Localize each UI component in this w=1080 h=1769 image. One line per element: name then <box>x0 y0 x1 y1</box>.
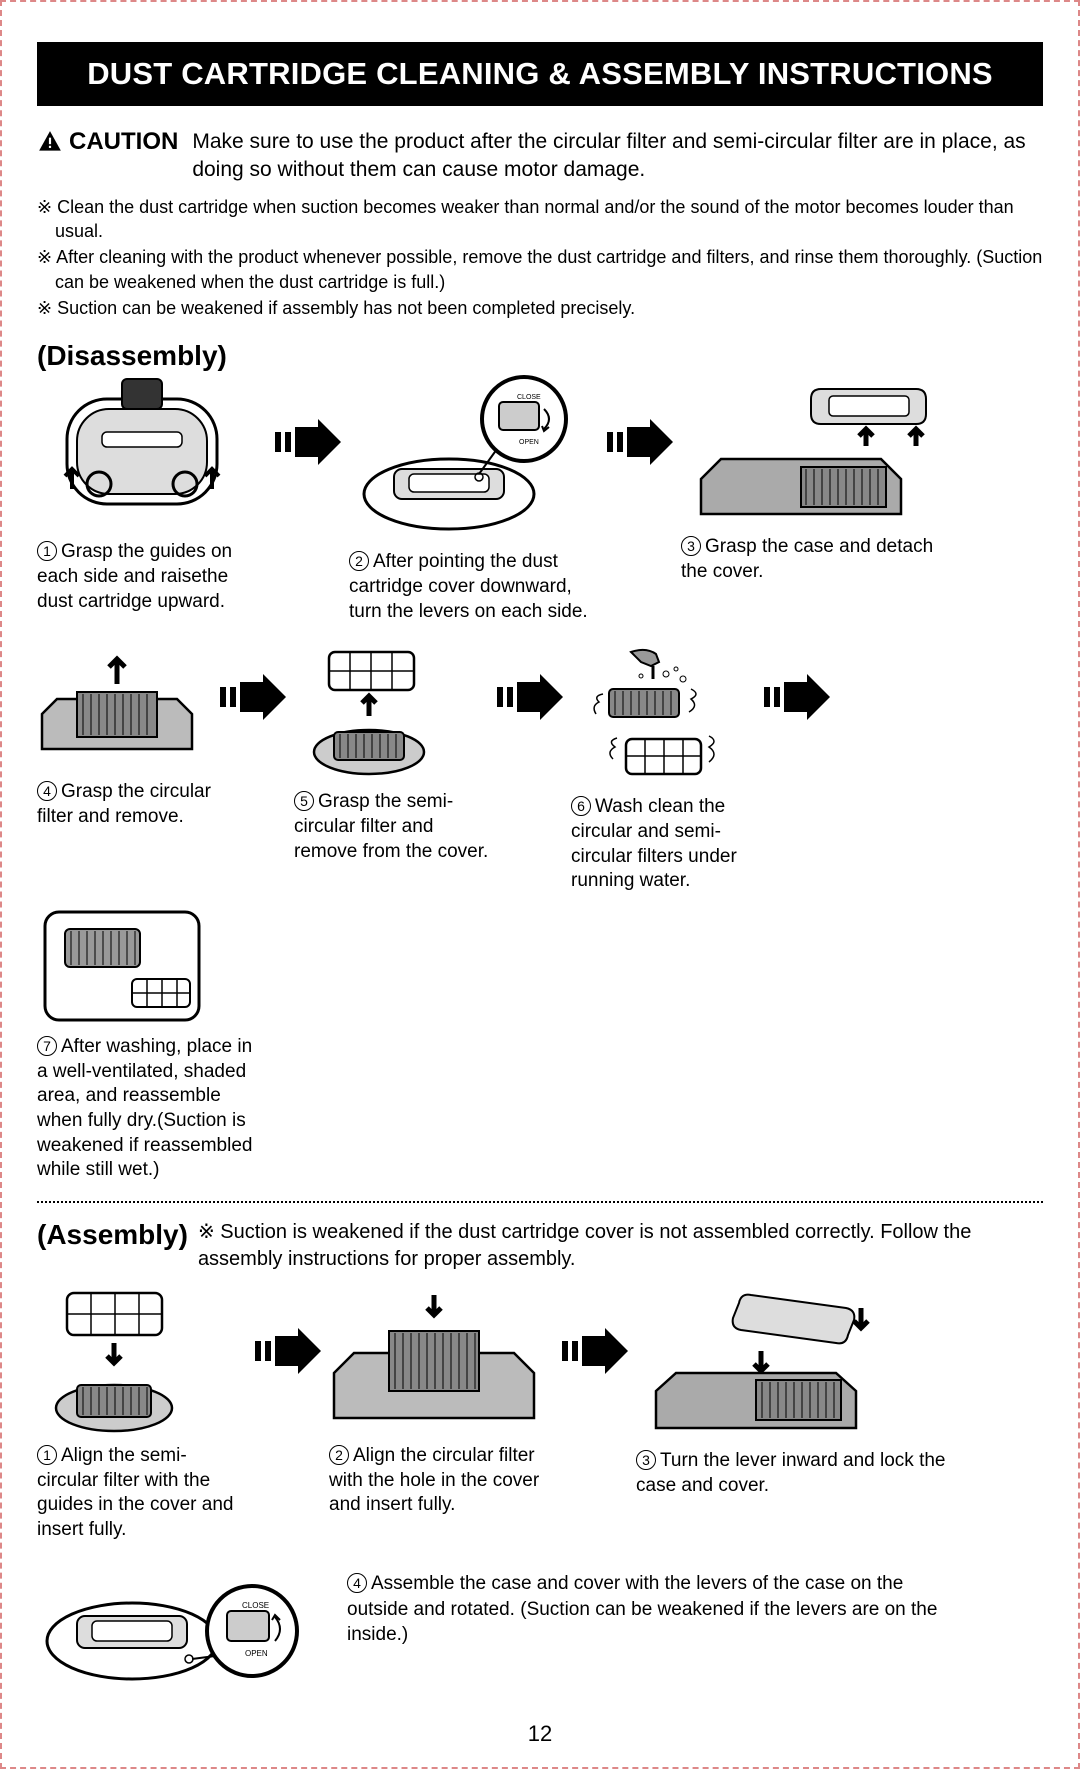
disassembly-row-1: 1Grasp the guides on each side and raise… <box>37 374 1043 624</box>
note-2: ※ After cleaning with the product whenev… <box>37 245 1043 294</box>
step-number: 5 <box>294 791 314 811</box>
illustration-step-3 <box>681 374 941 529</box>
step-number: 4 <box>37 781 57 801</box>
caption-asm-1: 1Align the semi-circular filter with the… <box>37 1444 247 1543</box>
disassembly-heading: (Disassembly) <box>37 340 227 372</box>
arrow-5 <box>762 644 832 754</box>
arrow-icon <box>560 1326 630 1381</box>
disassembly-step-4: 4Grasp the circular filter and remove. <box>37 644 212 829</box>
caption-step-4: 4Grasp the circular filter and remove. <box>37 780 212 829</box>
step-number: 2 <box>349 551 369 571</box>
arrow-asm-2 <box>560 1283 630 1423</box>
caption-text: Grasp the circular filter and remove. <box>37 781 211 827</box>
assembly-step-1: 1Align the semi-circular filter with the… <box>37 1283 247 1543</box>
disassembly-step-1: 1Grasp the guides on each side and raise… <box>37 374 267 614</box>
caution-label: CAUTION <box>37 128 178 156</box>
illustration-step-7 <box>37 904 207 1029</box>
caption-text: Wash clean the circular and semi-circula… <box>571 796 737 891</box>
close-label-2: CLOSE <box>242 1601 269 1610</box>
page-number: 12 <box>37 1721 1043 1747</box>
arrow-2 <box>605 374 675 514</box>
caption-text: Align the semi-circular filter with the … <box>37 1445 233 1540</box>
illustration-asm-4: CLOSE OPEN <box>37 1561 327 1701</box>
arrow-icon <box>762 672 832 727</box>
arrow-4 <box>495 644 565 754</box>
notes-block: ※ Clean the dust cartridge when suction … <box>37 195 1043 320</box>
illustration-asm-3 <box>636 1283 896 1443</box>
arrow-icon <box>495 672 565 727</box>
caution-row: CAUTION Make sure to use the product aft… <box>37 128 1043 185</box>
caption-text: After washing, place in a well-ventilate… <box>37 1036 252 1180</box>
arrow-3 <box>218 644 288 754</box>
open-label-2: OPEN <box>245 1649 268 1658</box>
step-number: 4 <box>347 1573 367 1593</box>
arrow-icon <box>218 672 288 727</box>
step-number: 3 <box>681 536 701 556</box>
assembly-heading: (Assembly) <box>37 1219 188 1251</box>
arrow-icon <box>273 417 343 472</box>
caption-step-3: 3Grasp the case and detach the cover. <box>681 535 961 584</box>
caption-text: After pointing the dust cartridge cover … <box>349 551 588 621</box>
page-frame: DUST CARTRIDGE CLEANING & ASSEMBLY INSTR… <box>0 0 1080 1769</box>
illustration-asm-2 <box>329 1283 539 1438</box>
note-3: ※ Suction can be weakened if assembly ha… <box>37 296 1043 320</box>
assembly-head-row: (Assembly) ※ Suction is weakened if the … <box>37 1213 1043 1273</box>
step-number: 2 <box>329 1445 349 1465</box>
step-number: 6 <box>571 796 591 816</box>
page-title: DUST CARTRIDGE CLEANING & ASSEMBLY INSTR… <box>37 42 1043 106</box>
arrow-icon <box>605 417 675 472</box>
caution-label-text: CAUTION <box>69 128 178 156</box>
disassembly-step-2: CLOSE OPEN 2After pointing the dust cart… <box>349 374 599 624</box>
disassembly-step-5: 5Grasp the semi-circular filter and remo… <box>294 644 489 864</box>
arrow-asm-1 <box>253 1283 323 1423</box>
caption-text: Grasp the case and detach the cover. <box>681 536 933 582</box>
caption-text: Grasp the guides on each side and raiset… <box>37 541 232 611</box>
step-number: 1 <box>37 1445 57 1465</box>
caption-step-6: 6Wash clean the circular and semi-circul… <box>571 795 756 894</box>
step-number: 7 <box>37 1036 57 1056</box>
caption-text: Turn the lever inward and lock the case … <box>636 1450 946 1496</box>
assembly-step-2: 2Align the circular filter with the hole… <box>329 1283 554 1518</box>
disassembly-step-3: 3Grasp the case and detach the cover. <box>681 374 961 584</box>
assembly-row-1: 1Align the semi-circular filter with the… <box>37 1283 1043 1543</box>
arrow-1 <box>273 374 343 514</box>
illustration-step-2: CLOSE OPEN <box>349 374 599 544</box>
disassembly-step-7: 7After washing, place in a well-ventilat… <box>37 904 257 1183</box>
disassembly-step-6: 6Wash clean the circular and semi-circul… <box>571 644 756 894</box>
caption-asm-2: 2Align the circular filter with the hole… <box>329 1444 554 1518</box>
step-number: 3 <box>636 1450 656 1470</box>
illustration-step-1 <box>37 374 247 534</box>
caption-asm-4: 4Assemble the case and cover with the le… <box>347 1561 967 1648</box>
open-label: OPEN <box>519 439 539 446</box>
caption-text: Grasp the semi-circular filter and remov… <box>294 791 488 861</box>
illustration-step-5 <box>294 644 444 784</box>
assembly-row-2: CLOSE OPEN 4Assemble the case and cover … <box>37 1561 1043 1701</box>
caption-step-7: 7After washing, place in a well-ventilat… <box>37 1035 257 1183</box>
caption-step-2: 2After pointing the dust cartridge cover… <box>349 550 599 624</box>
close-label: CLOSE <box>517 394 541 401</box>
arrow-icon <box>253 1326 323 1381</box>
assembly-note: ※ Suction is weakened if the dust cartri… <box>198 1213 1043 1273</box>
caution-text: Make sure to use the product after the c… <box>192 128 1043 185</box>
illustration-asm-1 <box>37 1283 197 1438</box>
caption-step-1: 1Grasp the guides on each side and raise… <box>37 540 267 614</box>
caption-text: Assemble the case and cover with the lev… <box>347 1573 937 1645</box>
illustration-step-6 <box>571 644 741 789</box>
caption-step-5: 5Grasp the semi-circular filter and remo… <box>294 790 489 864</box>
caption-text: Align the circular filter with the hole … <box>329 1445 539 1515</box>
step-number: 1 <box>37 541 57 561</box>
assembly-step-3: 3Turn the lever inward and lock the case… <box>636 1283 976 1498</box>
warning-icon <box>37 129 63 155</box>
caption-asm-3: 3Turn the lever inward and lock the case… <box>636 1449 976 1498</box>
illustration-step-4 <box>37 644 197 774</box>
note-1: ※ Clean the dust cartridge when suction … <box>37 195 1043 244</box>
disassembly-row-2: 4Grasp the circular filter and remove. <box>37 644 1043 1183</box>
section-divider <box>37 1201 1043 1203</box>
